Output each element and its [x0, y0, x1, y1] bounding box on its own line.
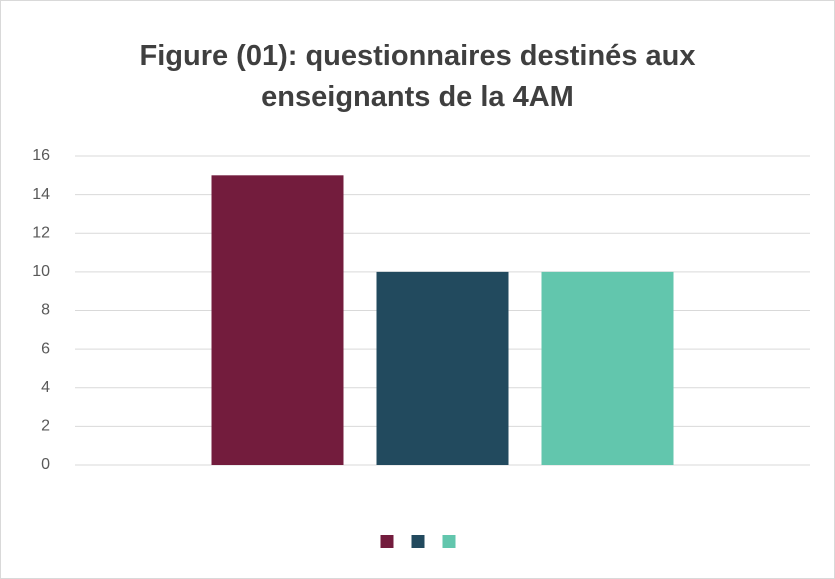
y-tick-label: 12 — [32, 224, 50, 241]
legend-swatch — [442, 535, 456, 548]
bar — [541, 271, 674, 465]
legend-swatch — [411, 535, 425, 548]
chart-title: Figure (01): questionnaires destinés aux… — [139, 40, 696, 113]
legend-swatch — [380, 535, 394, 548]
y-tick-label: 2 — [41, 418, 50, 435]
y-tick-label: 16 — [32, 147, 50, 164]
y-tick-label: 8 — [41, 302, 50, 319]
y-tick-label: 14 — [32, 186, 50, 203]
bar — [211, 175, 344, 465]
y-tick-label: 4 — [41, 379, 50, 396]
y-tick-label: 6 — [41, 340, 50, 357]
y-tick-label: 10 — [32, 263, 50, 280]
y-tick-label: 0 — [41, 456, 50, 473]
bar — [376, 271, 509, 465]
